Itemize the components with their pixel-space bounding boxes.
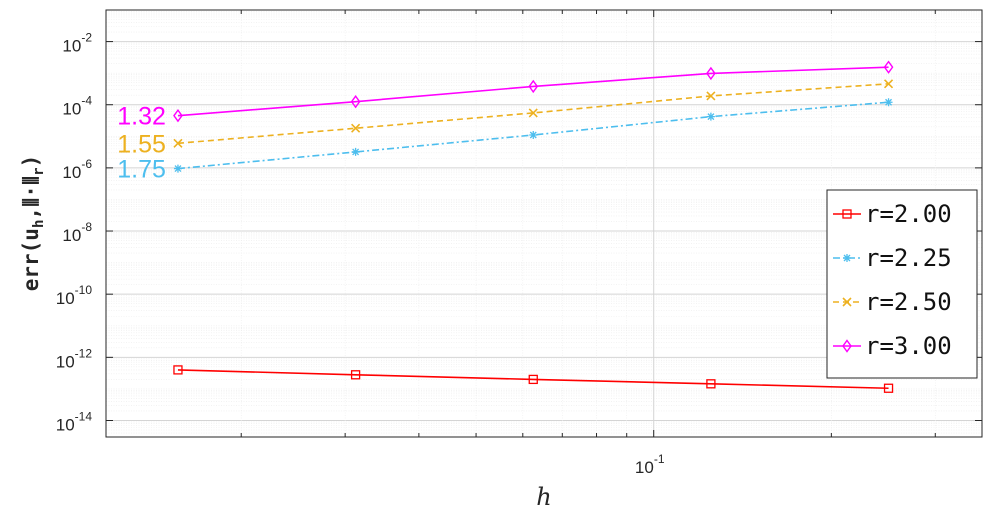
marker-diamond	[883, 60, 894, 74]
series-r=2.25	[173, 98, 893, 173]
y-tick-label: 10-6	[62, 157, 92, 182]
marker-square	[883, 383, 894, 393]
y-tick-label: 10-10	[56, 283, 93, 308]
marker-square	[706, 379, 716, 389]
y-tick-label: 10-2	[62, 31, 92, 56]
y-tick-label: 10-12	[56, 346, 93, 371]
series-layer	[173, 60, 894, 393]
rate-annotations: 1.321.551.75	[117, 103, 166, 184]
marker-x	[883, 79, 894, 89]
legend-label: r=3.00	[865, 332, 952, 360]
marker-diamond	[706, 66, 716, 81]
series-line	[177, 369, 889, 390]
marker-square	[842, 209, 852, 219]
marker-square	[528, 374, 538, 385]
marker-asterisk	[706, 112, 715, 121]
marker-x	[706, 91, 716, 101]
series-r=2.00	[173, 365, 894, 393]
marker-asterisk	[173, 164, 182, 173]
marker-square	[350, 370, 361, 380]
x-axis-label: h	[536, 483, 551, 511]
rate-label: 1.75	[117, 156, 166, 184]
marker-asterisk	[529, 130, 538, 139]
y-axis-label: err(uh,⦀·⦀r)	[19, 155, 47, 292]
marker-diamond	[350, 94, 361, 109]
y-tick-label: 10-8	[62, 220, 92, 245]
series-r=2.50	[173, 79, 894, 148]
marker-x	[351, 123, 361, 133]
marker-asterisk	[843, 254, 851, 262]
series-line	[177, 66, 889, 117]
legend-item: r=2.00	[833, 200, 952, 228]
marker-diamond	[528, 79, 539, 94]
marker-diamond	[173, 108, 183, 123]
legend-label: r=2.50	[865, 288, 952, 316]
legend: r=2.00 r=2.25 r=2.50 r=3.00	[826, 189, 978, 379]
tick-marks: 10-2 10-4 10-6 10-8 10-10 10-12 10-14 10-1	[56, 10, 982, 477]
rate-label: 1.55	[117, 130, 166, 158]
marker-x	[528, 108, 538, 118]
series-r=3.00	[173, 60, 894, 123]
x-tick-label: 10-1	[635, 452, 665, 477]
legend-item: r=2.25	[833, 244, 952, 272]
series-line	[177, 83, 889, 145]
marker-asterisk	[884, 98, 893, 107]
legend-item: r=3.00	[833, 332, 952, 360]
marker-square	[173, 365, 183, 375]
legend-label: r=2.25	[865, 244, 952, 272]
marker-asterisk	[351, 147, 360, 156]
marker-diamond	[842, 339, 852, 353]
plot-frame	[105, 9, 983, 438]
rate-label: 1.32	[117, 103, 166, 131]
legend-item: r=2.50	[833, 288, 952, 316]
marker-x	[842, 297, 852, 307]
y-tick-label: 10-14	[56, 409, 93, 434]
y-tick-label: 10-4	[62, 94, 92, 119]
legend-label: r=2.00	[865, 200, 952, 228]
marker-x	[173, 138, 183, 148]
